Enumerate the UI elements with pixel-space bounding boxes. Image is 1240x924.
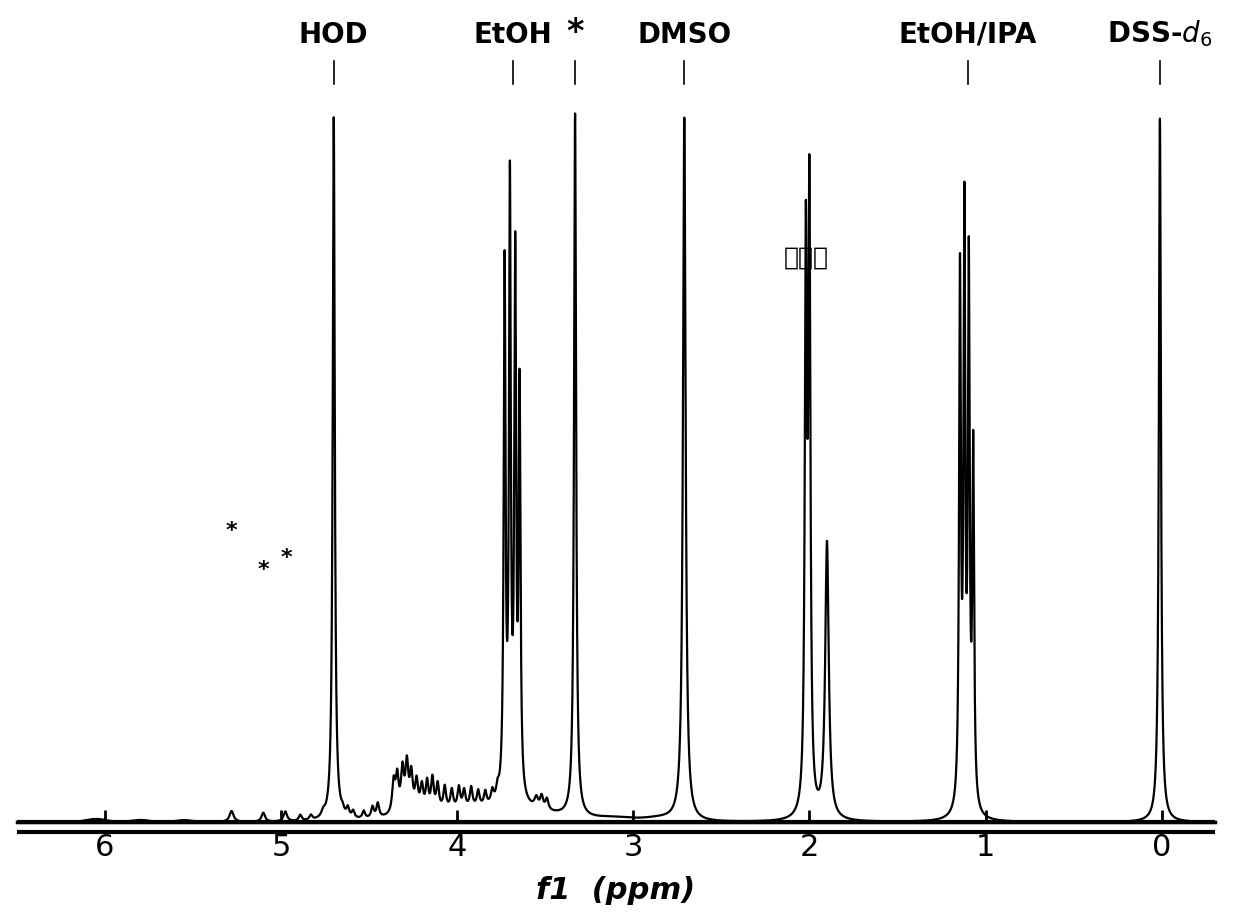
- Text: EtOH: EtOH: [474, 21, 552, 49]
- Text: DSS-$d_6$: DSS-$d_6$: [1107, 18, 1213, 49]
- Text: *: *: [280, 548, 291, 568]
- Text: *: *: [258, 560, 269, 580]
- Text: 醋酸酯: 醋酸酯: [784, 245, 828, 269]
- Text: HOD: HOD: [299, 21, 368, 49]
- Text: DMSO: DMSO: [637, 21, 732, 49]
- Text: EtOH/IPA: EtOH/IPA: [899, 21, 1037, 49]
- X-axis label: f1  (ppm): f1 (ppm): [536, 876, 696, 906]
- Text: *: *: [567, 16, 584, 49]
- Text: *: *: [226, 520, 237, 541]
